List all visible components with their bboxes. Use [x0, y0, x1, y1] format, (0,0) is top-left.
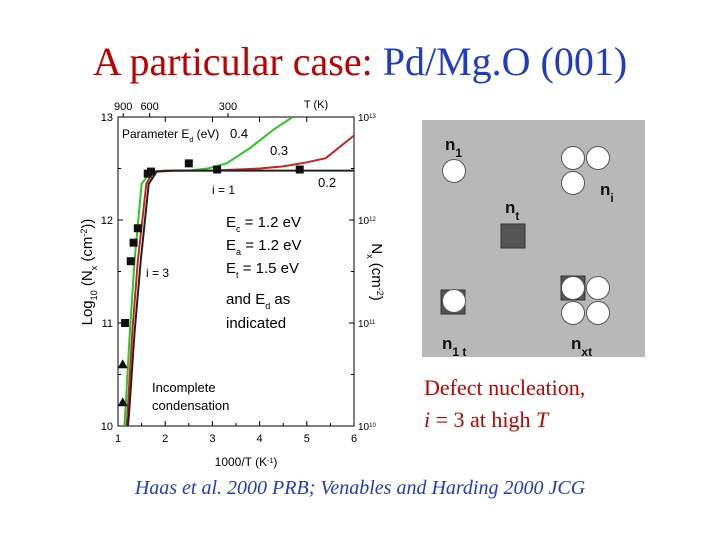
title-highlight: Pd/Mg.O (001)	[382, 39, 628, 84]
top-tick-label: 600	[140, 101, 158, 113]
annotation-i-equals-3: i = 3	[146, 266, 169, 280]
series-label-0-4: 0.4	[230, 126, 248, 141]
legend-title: Parameter Ed (eV)	[122, 127, 219, 144]
y-tick-label: 11	[102, 318, 113, 330]
y-right-tick-label: 1011	[358, 319, 376, 330]
data-point-square	[184, 159, 193, 168]
caption-mid: = 3 at high	[430, 407, 537, 432]
cluster-circle	[586, 146, 610, 170]
y-right-tick-label: 1012	[358, 216, 376, 227]
cluster-circle	[561, 171, 585, 195]
series-line-0-2	[126, 169, 354, 426]
reference: Haas et al. 2000 PRB; Venables and Hardi…	[134, 477, 586, 499]
y-tick-label: 12	[101, 215, 113, 227]
top-tick-label: 900	[114, 101, 132, 113]
adatom-circle	[442, 159, 466, 183]
y-tick-label: 10	[101, 421, 113, 433]
x-tick-label: 1	[115, 433, 121, 445]
x-tick-label: 4	[257, 433, 263, 445]
y-right-tick-label: 1010	[358, 422, 376, 433]
x-tick-label: 2	[162, 433, 168, 445]
data-point-square	[213, 165, 222, 174]
data-point-square	[147, 167, 156, 176]
series-line-0-3	[125, 134, 354, 426]
caption-line-1: Defect nucleation,	[424, 375, 586, 400]
annotation-incomplete: Incomplete	[152, 380, 216, 395]
x-tick-label: 3	[209, 433, 215, 445]
label-n1t: n1 t	[442, 334, 466, 359]
annotation-et: Et = 1.5 eV	[226, 260, 299, 280]
title-prefix: A particular case:	[92, 39, 383, 84]
caption-line-2: i = 3 at high T	[424, 404, 664, 436]
data-point-square	[121, 319, 130, 327]
slide-title: A particular case: Pd/Mg.O (001)	[0, 36, 720, 88]
trapped-cluster-circle	[561, 301, 585, 325]
annotation-i-equals-1: i = 1	[212, 183, 235, 197]
label-n1: n1	[445, 135, 462, 160]
y-axis-title-left: Log10 (Nx (cm-2))	[79, 219, 99, 326]
label-ni: ni	[600, 180, 614, 205]
data-point-triangle	[117, 397, 128, 407]
annotation-ec: Ec = 1.2 eV	[226, 214, 301, 234]
series-label-0-3: 0.3	[270, 143, 288, 158]
y-tick-label: 13	[101, 112, 113, 124]
data-point-square	[295, 165, 304, 174]
caption-i: i	[424, 407, 431, 432]
y-axis-title-right: Nx (cm-2)	[365, 243, 385, 301]
trapped-cluster-circle	[586, 301, 610, 325]
trapped-cluster-circle	[561, 276, 585, 300]
x-tick-label: 5	[304, 433, 310, 445]
data-point-square	[133, 224, 142, 233]
x-tick-label: 6	[351, 433, 357, 445]
annotation-and-ed: and Ed as	[226, 291, 290, 311]
top-tick-label: 300	[219, 101, 237, 113]
label-nt: nt	[505, 198, 519, 223]
series-label-0-2: 0.2	[318, 175, 336, 190]
caption-T: T	[536, 407, 549, 432]
data-point-triangle	[117, 359, 128, 369]
annotation-condensation: condensation	[152, 398, 229, 413]
trapped-adatom-circle	[442, 289, 466, 313]
defect-site-square	[500, 223, 526, 249]
defect-caption: Defect nucleation, i = 3 at high T	[424, 372, 664, 436]
annotation-indicated: indicated	[226, 315, 286, 332]
label-nxt: nxt	[571, 334, 592, 359]
nucleation-diagram: n1 ni nt n1 t nxt	[422, 120, 645, 359]
x-axis-title: 1000/T (K-1)	[215, 455, 278, 469]
y-right-tick-label: 1013	[358, 113, 376, 124]
cluster-circle	[561, 146, 585, 170]
data-point-square	[129, 238, 138, 247]
annotation-ea: Ea = 1.2 eV	[226, 237, 302, 257]
data-point-square	[126, 257, 135, 266]
top-axis-label: T (K)	[304, 99, 328, 111]
trapped-cluster-circle	[586, 276, 610, 300]
